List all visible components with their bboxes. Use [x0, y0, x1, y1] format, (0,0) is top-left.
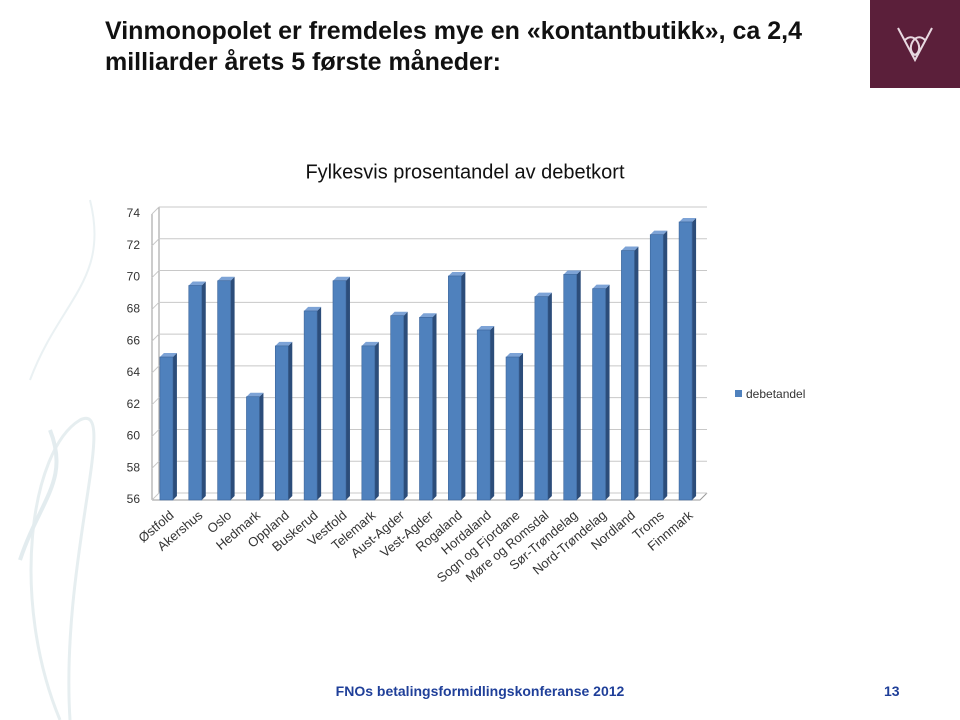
y-tick-label: 64 [127, 365, 141, 379]
bar-top [246, 392, 264, 397]
y-tick-label: 74 [127, 206, 141, 220]
bar-side [403, 311, 408, 500]
bar-top [159, 353, 177, 357]
bar-top [275, 341, 293, 346]
bar-top [361, 341, 379, 346]
bar-top [304, 306, 322, 311]
bar [274, 345, 289, 501]
bar-side [345, 276, 350, 500]
swirl [29, 199, 96, 381]
bar-side [547, 292, 552, 500]
logo [870, 0, 960, 88]
bar-top [563, 270, 581, 275]
bar [246, 396, 260, 501]
bar-top [506, 353, 524, 357]
bar [505, 356, 520, 501]
page-number: 13 [884, 683, 900, 699]
bar-top [650, 230, 668, 235]
bar-top [332, 276, 350, 281]
grid-line-slant [151, 238, 160, 247]
bar-side [461, 271, 466, 500]
bar [621, 250, 635, 501]
bar [419, 316, 433, 501]
bar-side [490, 325, 495, 500]
legend-swatch [735, 390, 742, 397]
bar [159, 356, 174, 501]
bar [332, 280, 347, 501]
bar-top [534, 292, 552, 297]
logo-mark [897, 27, 933, 63]
swirl [29, 416, 96, 720]
bar-side [576, 270, 581, 500]
bar [448, 275, 462, 501]
y-tick-label: 60 [127, 429, 141, 443]
legend-label: debetandel [746, 387, 805, 401]
bar-top [592, 284, 610, 289]
bar [217, 280, 231, 501]
slide-title: Vinmonopolet er fremdeles mye en «kontan… [105, 17, 802, 76]
bar-side [317, 306, 322, 500]
y-tick-label: 58 [127, 460, 141, 474]
y-tick-label: 68 [127, 302, 141, 316]
bar [649, 234, 664, 501]
bar-side [259, 392, 264, 500]
bar-side [519, 353, 524, 500]
bar-top [217, 276, 235, 281]
bar-side [663, 230, 668, 500]
bar-top [419, 313, 437, 318]
y-tick-label: 66 [127, 333, 141, 347]
bar-top [188, 281, 206, 286]
bar-side [201, 281, 206, 500]
bar [534, 296, 549, 501]
grid-line-slant [151, 365, 160, 374]
grid-line-slant [151, 333, 160, 342]
bar-top [477, 325, 495, 330]
grid-line-slant [151, 397, 160, 406]
bar-side [374, 341, 379, 500]
y-tick-label: 56 [127, 492, 141, 506]
logo-shape [897, 27, 933, 63]
bar-top [679, 217, 697, 222]
swirl [18, 429, 59, 561]
grid-line-slant [151, 206, 160, 215]
bar-top [390, 311, 408, 316]
grid-line-slant [151, 460, 160, 469]
bar [188, 285, 203, 501]
bar-side [432, 313, 437, 500]
bar [361, 345, 376, 501]
bar [476, 329, 491, 501]
footer: FNOs betalingsformidlingskonferanse 2012 [335, 683, 625, 699]
bar-side [288, 341, 293, 500]
bar-side [605, 284, 610, 500]
bar [563, 274, 578, 501]
grid-line-slant [151, 270, 160, 278]
bar [678, 221, 693, 501]
y-tick-label: 70 [127, 270, 141, 284]
bar-side [172, 353, 177, 500]
grid-line-slant [151, 429, 160, 437]
bar-side [634, 246, 639, 500]
grid-line-slant [151, 301, 160, 310]
bar [592, 288, 606, 501]
y-tick-label: 72 [127, 238, 141, 252]
bar [390, 315, 404, 501]
chart-title: Fylkesvis prosentandel av debetkort [305, 161, 624, 183]
bar-top [621, 246, 639, 251]
bar-side [230, 276, 235, 500]
bar [303, 310, 318, 501]
bar-side [692, 217, 697, 500]
grid-line-slant [151, 492, 160, 501]
y-tick-label: 62 [127, 397, 141, 411]
bar-top [448, 271, 466, 276]
